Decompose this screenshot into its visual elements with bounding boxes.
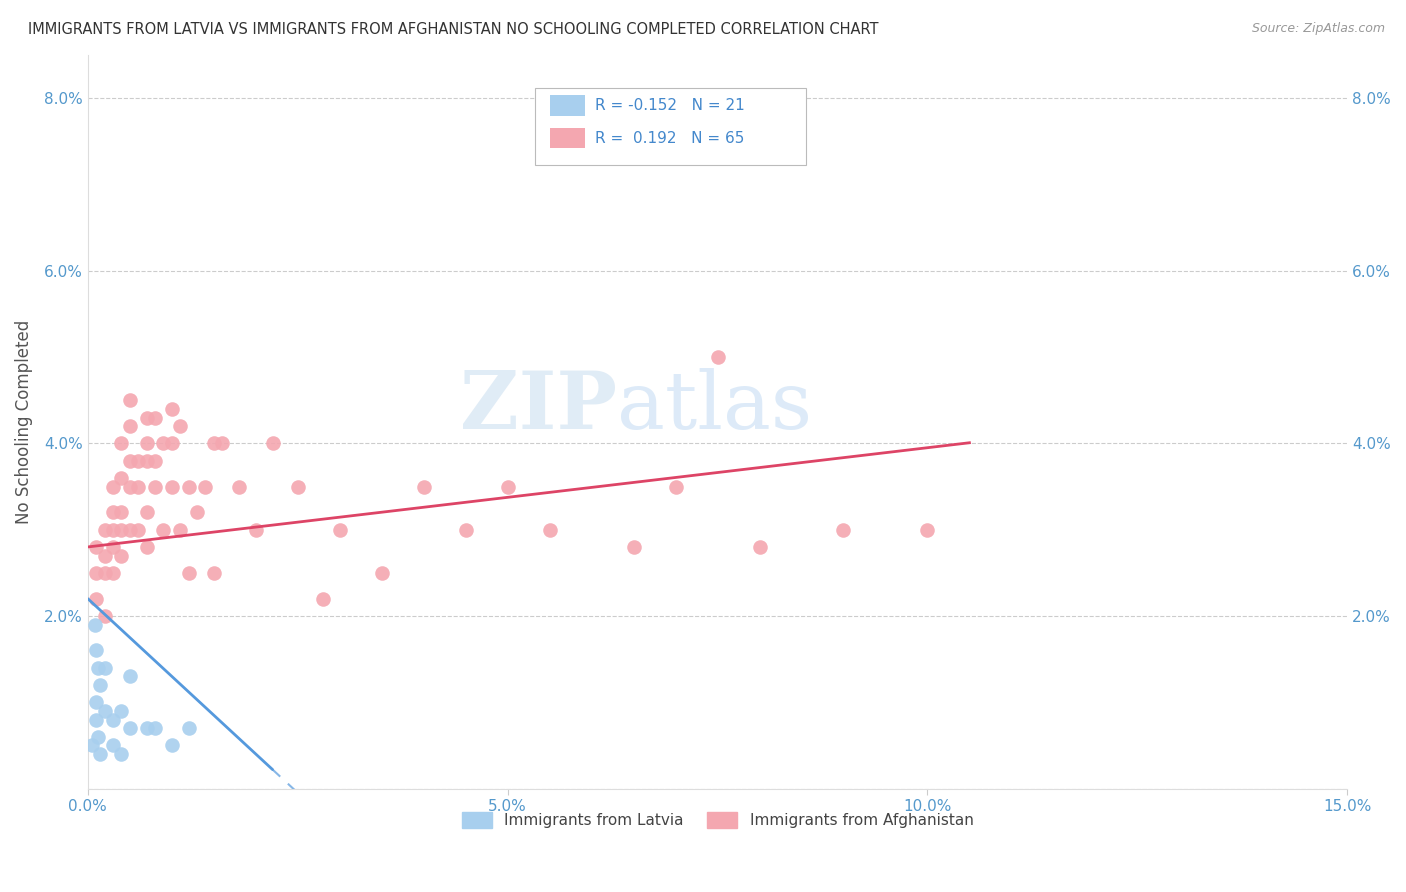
Point: [135, 540, 157, 554]
Point: [143, 453, 166, 467]
Point: [228, 479, 250, 493]
Point: [135, 721, 157, 735]
Point: [832, 523, 855, 537]
Point: [110, 523, 132, 537]
Point: [262, 436, 284, 450]
Point: [110, 505, 132, 519]
Y-axis label: No Schooling Completed: No Schooling Completed: [15, 319, 32, 524]
Point: [101, 566, 124, 580]
Point: [143, 479, 166, 493]
Point: [127, 453, 149, 467]
Point: [84, 713, 107, 727]
Point: [748, 540, 770, 554]
Point: [93, 661, 115, 675]
Point: [664, 479, 686, 493]
Point: [93, 523, 115, 537]
Text: R = -0.152   N = 21: R = -0.152 N = 21: [595, 98, 745, 113]
Point: [186, 505, 208, 519]
Point: [202, 436, 225, 450]
Point: [118, 419, 141, 434]
Point: [110, 704, 132, 718]
Point: [287, 479, 309, 493]
Point: [135, 453, 157, 467]
Point: [245, 523, 267, 537]
Point: [118, 523, 141, 537]
Point: [143, 410, 166, 425]
Point: [160, 436, 183, 450]
Point: [917, 523, 939, 537]
Point: [169, 419, 191, 434]
Point: [538, 523, 561, 537]
Point: [110, 436, 132, 450]
Point: [202, 566, 225, 580]
Point: [93, 704, 115, 718]
Point: [84, 643, 107, 657]
Point: [93, 609, 115, 624]
Point: [110, 471, 132, 485]
Point: [118, 393, 141, 408]
Text: ZIP: ZIP: [460, 368, 617, 446]
Point: [93, 549, 115, 563]
Text: IMMIGRANTS FROM LATVIA VS IMMIGRANTS FROM AFGHANISTAN NO SCHOOLING COMPLETED COR: IMMIGRANTS FROM LATVIA VS IMMIGRANTS FRO…: [28, 22, 879, 37]
Point: [194, 479, 217, 493]
Point: [177, 479, 200, 493]
Point: [89, 678, 111, 692]
Text: atlas: atlas: [617, 368, 811, 446]
Point: [135, 410, 157, 425]
Point: [135, 505, 157, 519]
Point: [370, 566, 392, 580]
Point: [118, 669, 141, 683]
Point: [87, 730, 110, 744]
Point: [84, 566, 107, 580]
Point: [160, 479, 183, 493]
Point: [623, 540, 645, 554]
Point: [110, 549, 132, 563]
Point: [101, 479, 124, 493]
Point: [135, 436, 157, 450]
Point: [706, 350, 728, 364]
Point: [160, 401, 183, 416]
Point: [329, 523, 352, 537]
Point: [496, 479, 519, 493]
Text: R =  0.192   N = 65: R = 0.192 N = 65: [595, 130, 745, 145]
Point: [152, 523, 174, 537]
Point: [177, 566, 200, 580]
Point: [118, 721, 141, 735]
Point: [454, 523, 477, 537]
Point: [84, 591, 107, 606]
Point: [169, 523, 191, 537]
Point: [101, 523, 124, 537]
Point: [118, 479, 141, 493]
Point: [101, 739, 124, 753]
Point: [127, 523, 149, 537]
FancyBboxPatch shape: [550, 95, 585, 116]
Point: [83, 617, 105, 632]
Point: [412, 479, 434, 493]
Point: [110, 747, 132, 761]
Point: [84, 695, 107, 709]
Point: [101, 713, 124, 727]
Text: Source: ZipAtlas.com: Source: ZipAtlas.com: [1251, 22, 1385, 36]
Legend: Immigrants from Latvia, Immigrants from Afghanistan: Immigrants from Latvia, Immigrants from …: [454, 805, 981, 836]
Point: [152, 436, 174, 450]
Point: [101, 505, 124, 519]
Point: [160, 739, 183, 753]
Point: [581, 135, 603, 149]
FancyBboxPatch shape: [550, 128, 585, 148]
Point: [93, 566, 115, 580]
Point: [80, 739, 103, 753]
Point: [143, 721, 166, 735]
Point: [87, 661, 110, 675]
Point: [312, 591, 335, 606]
Point: [211, 436, 233, 450]
Point: [101, 540, 124, 554]
Point: [84, 540, 107, 554]
Point: [127, 479, 149, 493]
Point: [118, 453, 141, 467]
Point: [89, 747, 111, 761]
Point: [177, 721, 200, 735]
FancyBboxPatch shape: [534, 88, 806, 165]
